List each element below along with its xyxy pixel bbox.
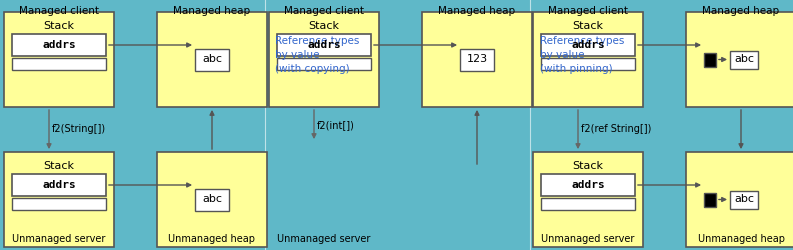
Text: abc: abc — [734, 54, 754, 64]
Text: abc: abc — [202, 194, 222, 204]
Text: Stack: Stack — [44, 21, 75, 31]
Text: Reference types
by value
(with copying): Reference types by value (with copying) — [275, 36, 359, 74]
Text: abc: abc — [734, 194, 754, 204]
Text: Managed heap: Managed heap — [703, 6, 780, 16]
Text: Stack: Stack — [44, 161, 75, 171]
Text: Stack: Stack — [573, 161, 603, 171]
Bar — [686, 152, 793, 247]
Bar — [704, 192, 716, 206]
Bar — [704, 52, 716, 66]
Bar — [686, 12, 793, 107]
Bar — [269, 12, 379, 107]
Text: Managed client: Managed client — [284, 6, 364, 16]
Bar — [533, 12, 643, 107]
Bar — [4, 12, 114, 107]
Text: f2(ref String[]): f2(ref String[]) — [581, 124, 651, 134]
Text: addrs: addrs — [42, 180, 76, 190]
Text: f2(String[]): f2(String[]) — [52, 124, 106, 134]
Text: Reference types
by value
(with pinning): Reference types by value (with pinning) — [540, 36, 624, 74]
Text: addrs: addrs — [42, 40, 76, 50]
Bar — [195, 188, 229, 210]
Text: Unmanaged server: Unmanaged server — [13, 234, 105, 244]
Text: Managed client: Managed client — [19, 6, 99, 16]
Bar — [12, 34, 106, 56]
Bar — [422, 12, 532, 107]
Text: Managed heap: Managed heap — [439, 6, 515, 16]
Text: Unmanaged heap: Unmanaged heap — [698, 234, 784, 244]
Text: Unmanaged heap: Unmanaged heap — [168, 234, 255, 244]
Text: addrs: addrs — [307, 40, 341, 50]
Bar — [4, 152, 114, 247]
Bar — [730, 190, 758, 208]
Bar — [541, 34, 635, 56]
Text: Managed heap: Managed heap — [174, 6, 251, 16]
Text: abc: abc — [202, 54, 222, 64]
Bar — [12, 58, 106, 70]
Bar — [541, 58, 635, 70]
Text: addrs: addrs — [571, 180, 605, 190]
Text: addrs: addrs — [571, 40, 605, 50]
Bar — [277, 58, 371, 70]
Bar — [277, 34, 371, 56]
Text: f2(int[]): f2(int[]) — [317, 120, 355, 130]
Text: Managed client: Managed client — [548, 6, 628, 16]
Text: Stack: Stack — [308, 21, 339, 31]
Bar — [730, 50, 758, 68]
Text: 123: 123 — [466, 54, 488, 64]
Bar — [12, 174, 106, 196]
Bar — [195, 48, 229, 70]
Bar — [12, 198, 106, 210]
Bar — [157, 152, 267, 247]
Text: Stack: Stack — [573, 21, 603, 31]
Bar — [541, 174, 635, 196]
Bar — [157, 12, 267, 107]
Bar — [541, 198, 635, 210]
Bar — [533, 152, 643, 247]
Text: Unmanaged server: Unmanaged server — [542, 234, 634, 244]
Text: Unmanaged server: Unmanaged server — [278, 234, 370, 244]
Bar — [460, 48, 494, 70]
